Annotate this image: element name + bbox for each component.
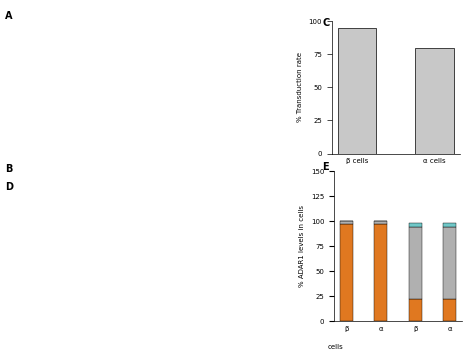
Text: B: B (5, 164, 12, 174)
Bar (409, 299, 422, 321)
Bar (409, 223, 422, 227)
Text: C: C (322, 18, 329, 28)
Bar (340, 224, 353, 321)
Bar (340, 221, 353, 224)
Bar (443, 227, 456, 299)
Y-axis label: % ADAR1 levels in cells: % ADAR1 levels in cells (300, 205, 305, 287)
Bar (337, 28, 376, 154)
Bar (415, 48, 454, 154)
Text: D: D (5, 182, 13, 192)
Bar (409, 227, 422, 299)
Bar (443, 299, 456, 321)
Text: E: E (322, 162, 329, 172)
Text: A: A (5, 11, 12, 21)
Bar (374, 224, 387, 321)
Text: cells: cells (328, 344, 343, 350)
Bar (374, 221, 387, 224)
Bar (443, 223, 456, 227)
Y-axis label: % Transduction rate: % Transduction rate (297, 52, 303, 122)
